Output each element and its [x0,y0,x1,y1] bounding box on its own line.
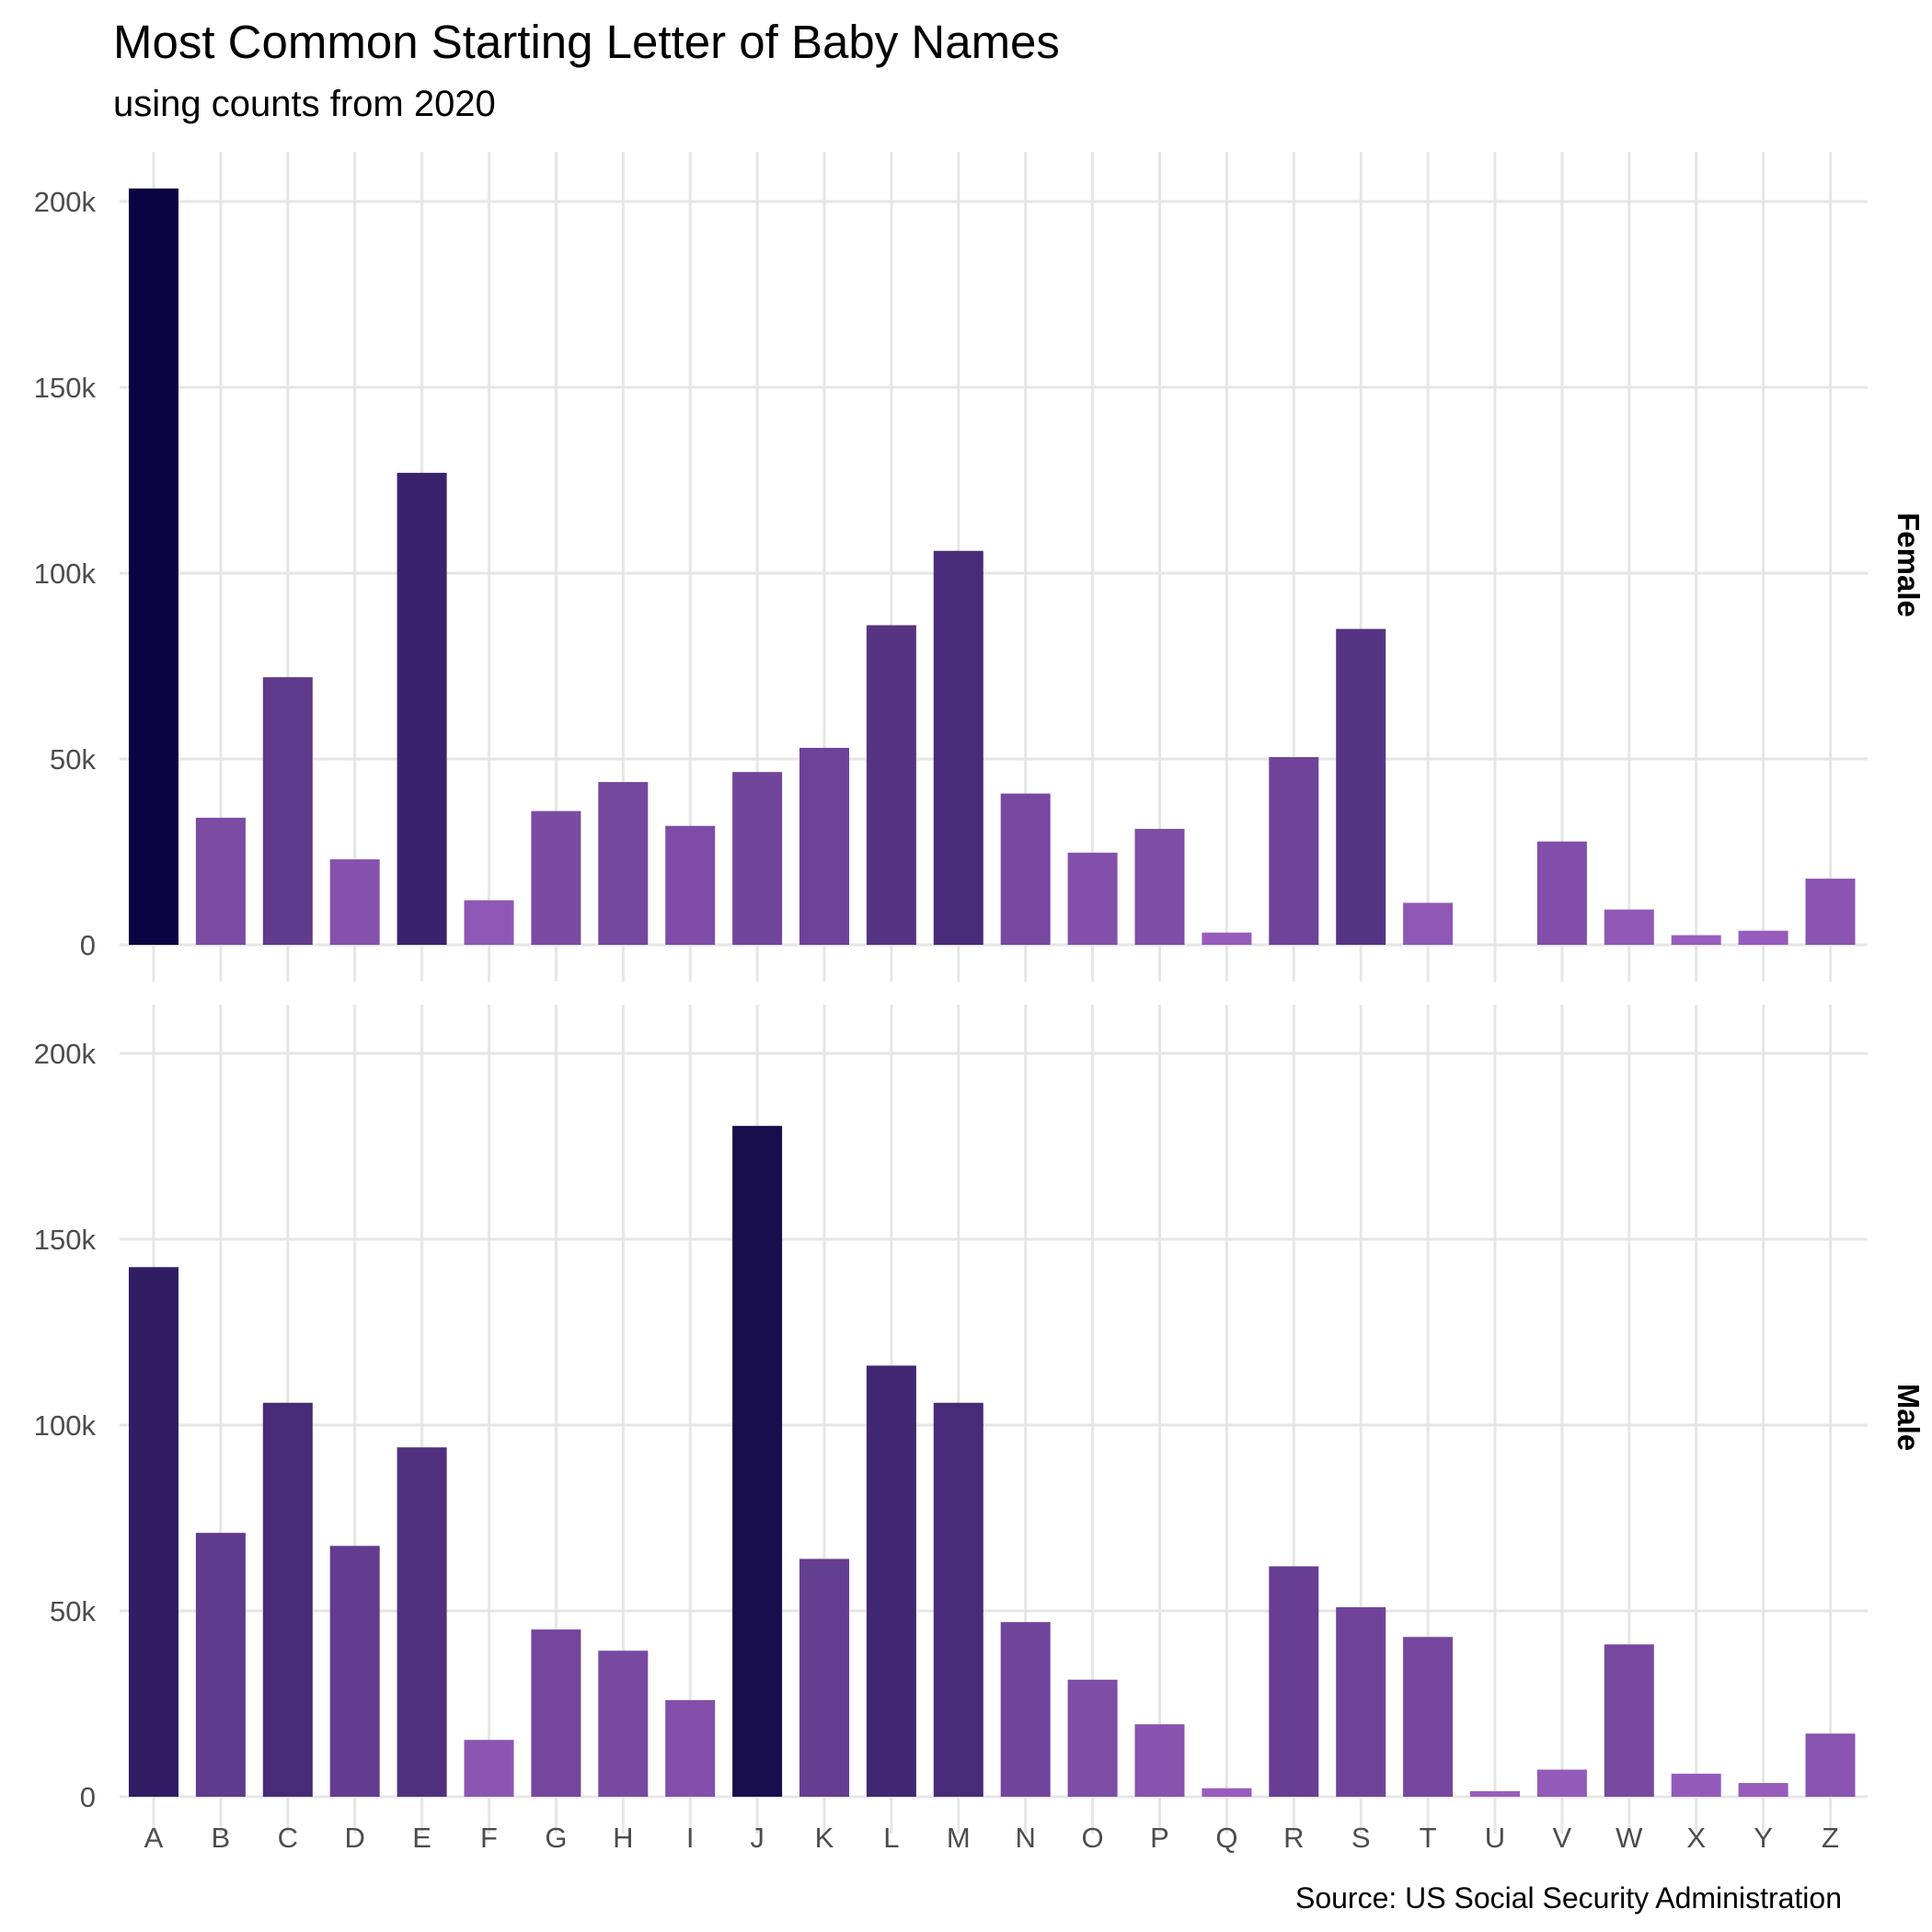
bar-female-x [1671,935,1721,945]
x-tick-label: W [1616,1822,1643,1854]
bar-female-c [262,677,313,945]
y-tick-label: 100k [34,558,97,590]
x-tick-label: O [1082,1822,1104,1854]
x-tick-label: I [686,1822,695,1854]
x-tick-label: F [480,1822,498,1854]
x-tick-label: Q [1215,1822,1237,1854]
chart-subtitle: using counts from 2020 [113,84,496,124]
y-tick-label: 150k [34,372,97,404]
bar-female-n [1000,793,1051,945]
bar-female-e [397,472,447,945]
y-tick-label: 50k [50,743,96,776]
bar-female-f [464,900,514,945]
x-tick-label: S [1351,1822,1371,1854]
bar-male-j [732,1125,783,1797]
facet-label-male: Male [1892,1384,1926,1451]
x-tick-label: P [1150,1822,1169,1854]
x-tick-label: H [613,1822,633,1854]
bar-male-k [799,1558,849,1797]
y-tick-label: 200k [34,186,97,218]
bar-male-u [1470,1790,1520,1797]
bar-female-g [531,811,581,945]
bar-female-w [1604,909,1654,945]
y-tick-label: 0 [80,929,96,961]
bar-female-a [129,188,178,946]
bar-male-h [598,1650,649,1797]
bar-female-s [1336,628,1386,945]
x-tick-label: C [278,1822,298,1854]
bar-male-e [397,1447,447,1797]
x-tick-label: X [1686,1822,1706,1854]
x-tick-label: V [1553,1822,1572,1854]
bar-female-b [195,817,246,945]
bar-male-g [531,1629,581,1797]
bar-female-i [665,825,716,945]
bar-male-m [933,1402,983,1797]
bar-female-j [732,772,783,945]
bar-male-o [1067,1679,1118,1797]
bar-female-z [1805,879,1856,945]
bar-female-y [1738,930,1788,945]
bar-male-x [1671,1773,1721,1797]
bar-male-v [1536,1769,1587,1797]
x-tick-label: N [1016,1822,1036,1854]
bar-male-c [262,1402,313,1797]
bar-female-k [799,747,849,945]
y-tick-label: 0 [80,1781,96,1813]
x-tick-label: Z [1822,1822,1839,1854]
x-tick-label: B [212,1822,231,1854]
panel-female: 0 50k 100k 150k 200k Female [34,152,1926,982]
y-tick-label: 150k [34,1224,97,1256]
bar-male-d [329,1546,380,1797]
bar-male-n [1000,1622,1051,1797]
bar-male-f [464,1740,514,1797]
x-tick-label: Y [1754,1822,1773,1854]
x-tick-label: D [345,1822,365,1854]
bar-male-r [1269,1566,1319,1797]
bar-male-a [129,1267,178,1797]
x-tick-label: M [947,1822,971,1854]
x-tick-label: G [545,1822,567,1854]
bar-female-m [933,550,983,945]
bar-female-h [598,782,649,945]
y-tick-label: 50k [50,1595,96,1627]
y-tick-label: 100k [34,1409,97,1442]
bar-male-w [1604,1644,1654,1797]
bar-female-r [1269,756,1319,945]
chart-caption: Source: US Social Security Administratio… [1294,1881,1842,1915]
bar-female-o [1067,852,1118,945]
x-tick-label: T [1420,1822,1437,1854]
x-tick-label: J [750,1822,765,1854]
y-tick-label: 200k [34,1038,97,1070]
chart-title: Most Common Starting Letter of Baby Name… [113,16,1060,68]
bar-male-z [1805,1733,1856,1797]
x-tick-label: U [1485,1822,1505,1854]
bar-male-t [1403,1637,1454,1797]
bar-female-d [329,859,380,945]
bar-male-s [1336,1606,1386,1797]
bar-male-l [866,1365,916,1797]
bar-female-p [1134,828,1185,945]
bar-male-p [1134,1724,1185,1797]
bar-male-b [195,1533,246,1797]
bar-female-t [1403,903,1454,945]
bar-female-l [866,625,916,945]
bar-male-y [1738,1783,1788,1797]
x-tick-label: K [815,1822,834,1854]
facet-label-female: Female [1892,512,1926,617]
x-tick-label: E [412,1822,431,1854]
x-tick-label: R [1283,1822,1304,1854]
bar-male-i [665,1699,716,1797]
x-tick-label: L [883,1822,899,1854]
x-tick-label: A [144,1822,164,1854]
bar-male-q [1202,1788,1252,1797]
bar-female-v [1536,841,1587,945]
bar-female-q [1202,932,1252,945]
panel-male: 0 50k 100k 150k 200k Male [34,1005,1926,1834]
